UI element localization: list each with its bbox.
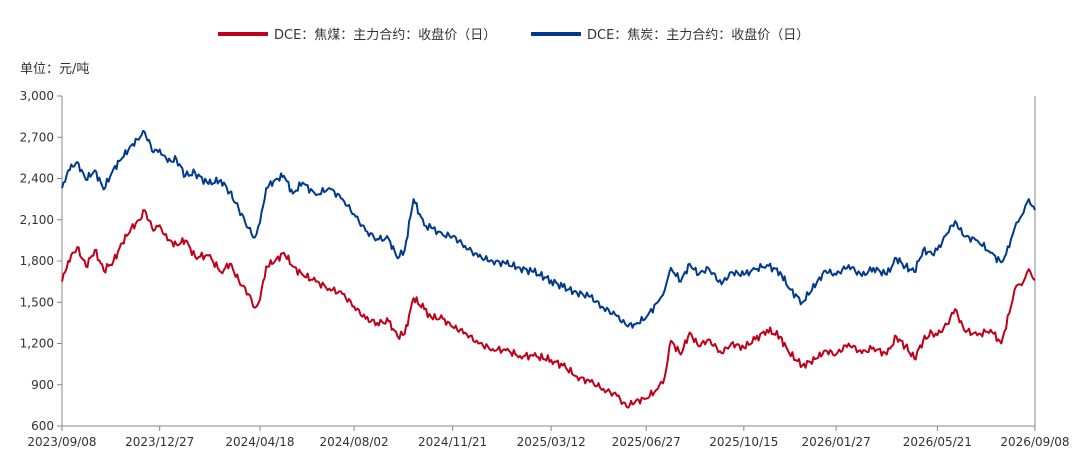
y-tick-label: 1,200 [20, 337, 54, 351]
y-tick-label: 1,800 [20, 254, 54, 268]
axes [57, 95, 1036, 431]
y-tick-label: 1,500 [20, 295, 54, 309]
x-tick-label: 2023/09/08 [27, 435, 96, 449]
x-tick-label: 2023/12/27 [125, 435, 194, 449]
x-tick-label: 2026/09/08 [1000, 435, 1069, 449]
y-tick-label: 2,400 [20, 172, 54, 186]
y-tick-label: 600 [31, 419, 54, 433]
series-lines [61, 129, 1036, 409]
x-tick-label: 2024/04/18 [225, 435, 294, 449]
unit-label: 单位：元/吨 [20, 62, 89, 77]
legend-label-coking-coal: DCE：焦煤：主力合约：收盘价（日） [274, 27, 496, 43]
series-line-0 [61, 209, 1036, 409]
y-tick-label: 2,100 [20, 213, 54, 227]
tick-labels: 600 900 1,200 1,500 1,800 2,100 2,400 2,700 3,00… [20, 89, 1070, 449]
y-tick-label: 3,000 [20, 89, 54, 103]
x-tick-label: 2024/11/21 [418, 435, 487, 449]
y-tick-label: 900 [31, 378, 54, 392]
x-tick-label: 2026/05/21 [903, 435, 972, 449]
x-tick-label: 2025/10/15 [709, 435, 778, 449]
legend-label-coke: DCE：焦炭：主力合约：收盘价（日） [587, 27, 809, 43]
x-tick-label: 2025/06/27 [612, 435, 681, 449]
y-tick-label: 2,700 [20, 130, 54, 144]
x-tick-label: 2026/01/27 [802, 435, 871, 449]
legend: DCE：焦煤：主力合约：收盘价（日） DCE：焦炭：主力合约：收盘价（日） [218, 27, 809, 43]
x-tick-label: 2024/08/02 [319, 435, 388, 449]
series-line-1 [61, 129, 1036, 329]
x-tick-label: 2025/03/12 [517, 435, 586, 449]
